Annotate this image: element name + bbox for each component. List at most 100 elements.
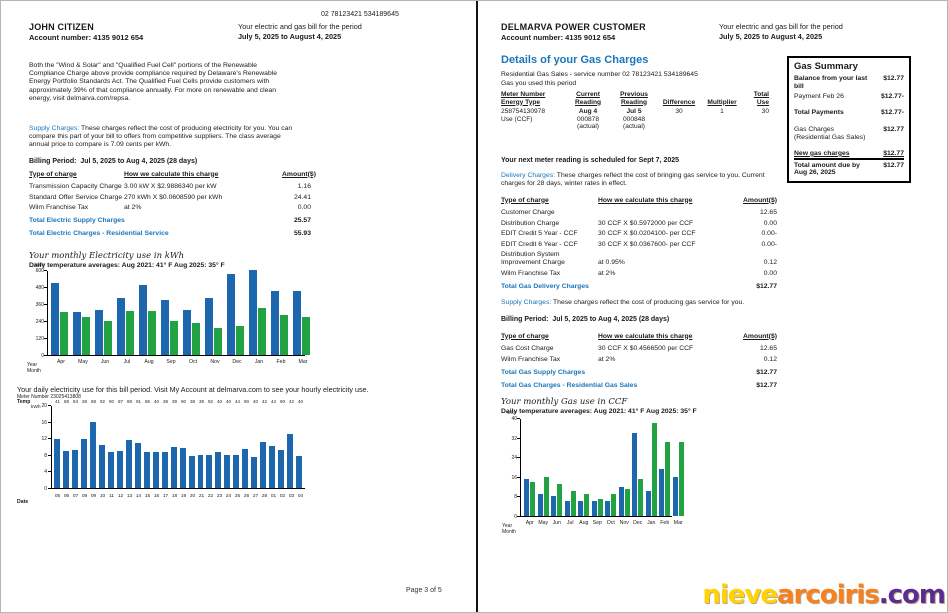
chart-x-label: Apr <box>525 520 534 526</box>
daily-dates-row: 05 06 07 08 09 10 11 12 13 14 15 16 17 18 19 20 21 22 23 24… <box>51 494 317 499</box>
date-label: 22 <box>207 494 214 499</box>
table-cell: Wilm Franchise Tax <box>501 355 561 363</box>
chart-y-axis: CCF 0 8 16 24 32 40 Year Month <box>502 411 520 535</box>
table-cell: 0.00 <box>763 269 777 277</box>
chart-y-tick: 0 <box>514 514 517 520</box>
table-header: Type of charge <box>29 170 77 178</box>
y-axis-unit-label: kWh <box>31 405 41 410</box>
table-header: How we calculate this charge <box>124 170 219 178</box>
chart-x-label: Jul <box>123 359 131 365</box>
bill-reference-number: 02 78123421 534189645 <box>321 11 399 18</box>
chart-y-tickmark <box>44 304 47 305</box>
chart-x-label: Sep <box>592 520 602 526</box>
temp-value: 38 <box>189 399 195 404</box>
chart-y-tick: 16 <box>511 474 517 481</box>
temp-value: 92 <box>207 399 213 404</box>
bar-aug-2025-aug <box>148 311 156 355</box>
bar-group-dec <box>227 274 244 355</box>
temp-value: 90 <box>108 399 114 404</box>
date-label: 05 <box>54 494 61 499</box>
chart-y-tick: 480 <box>35 285 44 291</box>
date-label: 27 <box>252 494 259 499</box>
bar-group-nov <box>618 487 630 516</box>
customer-name-right: DELMARVA POWER CUSTOMER <box>501 22 646 32</box>
bill-period-caption: Your electric and gas bill for the perio… <box>238 22 362 31</box>
supply-charges-text: These charges reflect the cost of produc… <box>29 125 293 149</box>
meter-header-col5: Multiplier <box>707 98 737 106</box>
bar-group-sep <box>161 300 178 355</box>
chart-plot <box>517 418 684 517</box>
daily-bar-03 <box>287 434 294 488</box>
chart-y-tickmark <box>44 270 47 271</box>
chart-x-label: Jul <box>566 520 574 526</box>
daily-bar-10 <box>98 445 105 488</box>
date-label: 25 <box>234 494 241 499</box>
gas-summary-row: Total amount due by Aug 26, 2025 $12.77 <box>794 157 904 178</box>
gas-supply-charges-note: Supply Charges: These charges reflect th… <box>501 299 777 307</box>
date-label: 01 <box>270 494 277 499</box>
meter-header-col2: Current Reading <box>574 91 601 106</box>
account-number-right: Account number: 4135 9012 654 <box>501 33 616 42</box>
table-header: Type of charge <box>501 332 549 340</box>
table-cell: 1.16 <box>297 183 311 190</box>
chart-x-label: Sep <box>166 359 176 365</box>
chart-x-label: Nov <box>619 520 629 526</box>
daily-bar-02 <box>278 450 285 488</box>
chart-plot <box>44 270 310 356</box>
chart-x-labels: Apr May Jun Jul Aug Sep Oct Nov Dec Jan Feb Mar <box>520 520 685 526</box>
bar-aug-2021-nov <box>205 298 213 355</box>
bar-aug-2025-may <box>543 477 549 516</box>
gas-supply-charges-label: Supply Charges: <box>501 299 552 306</box>
bar-aug-2025-jun <box>557 484 562 516</box>
daily-bar-01 <box>269 446 276 488</box>
daily-bar-11 <box>107 452 114 488</box>
daily-y-tick: 4 <box>44 469 47 476</box>
daily-y-tick: 12 <box>41 436 47 443</box>
date-label: 06 <box>63 494 70 499</box>
bill-period-dates: July 5, 2025 to August 4, 2025 <box>238 32 342 41</box>
table-header: Amount($) <box>282 170 316 178</box>
chart-x-label: Nov <box>210 359 220 365</box>
meter-row-current: Aug 4 000878 (actual) <box>576 108 599 131</box>
bar-aug-2021-jun <box>551 496 556 516</box>
bar-aug-2025-feb <box>280 315 288 355</box>
temp-value: 44 <box>270 399 276 404</box>
daily-bar-13 <box>125 440 132 488</box>
bar-group-mar <box>672 442 684 516</box>
table-cell: at 2% <box>598 269 616 277</box>
chart-y-tickmark <box>517 437 520 439</box>
daily-bar-15 <box>143 452 150 488</box>
temp-value: 39 <box>171 399 177 404</box>
bar-aug-2021-jul <box>117 298 125 355</box>
daily-bar-05 <box>54 439 60 488</box>
bar-aug-2025-sep <box>597 499 603 516</box>
gas-summary-label: Total amount due by Aug 26, 2025 <box>794 161 860 177</box>
date-label: 15 <box>144 494 151 499</box>
electric-charges-table: Type of charge How we calculate this char… <box>29 168 316 238</box>
next-meter-reading: Your next meter reading is scheduled for… <box>501 157 680 164</box>
bar-group-jun <box>551 484 562 516</box>
bar-group-jul <box>117 298 134 355</box>
chart-y-tick: 32 <box>511 435 517 442</box>
temp-value: 38 <box>81 399 87 404</box>
meter-row-multiplier: 1 <box>720 108 724 116</box>
temp-value: 44 <box>234 399 240 404</box>
chart-y-tick: 360 <box>35 302 44 308</box>
chart-x-label: Jun <box>552 520 561 526</box>
bar-aug-2021-mar <box>293 291 301 355</box>
bar-aug-2025-apr <box>60 312 68 355</box>
date-label: 12 <box>117 494 124 499</box>
temp-value: 40 <box>225 399 231 404</box>
daily-y-tick: 0 <box>44 486 47 492</box>
daily-bar-12 <box>116 451 123 488</box>
watermark-part-com: .com <box>878 580 946 610</box>
bar-aug-2025-jan <box>651 423 657 516</box>
electricity-monthly-chart-title: Your monthly Electricity use in kWh <box>29 251 185 261</box>
chart-x-label: Mar <box>298 359 308 365</box>
daily-bar-17 <box>161 452 168 488</box>
bar-group-feb <box>271 291 288 355</box>
chart-corner-label: Year Month <box>502 523 516 535</box>
bar-aug-2021-jul <box>564 501 570 516</box>
meter-row-previous: Jul 5 000848 (actual) <box>622 108 645 131</box>
